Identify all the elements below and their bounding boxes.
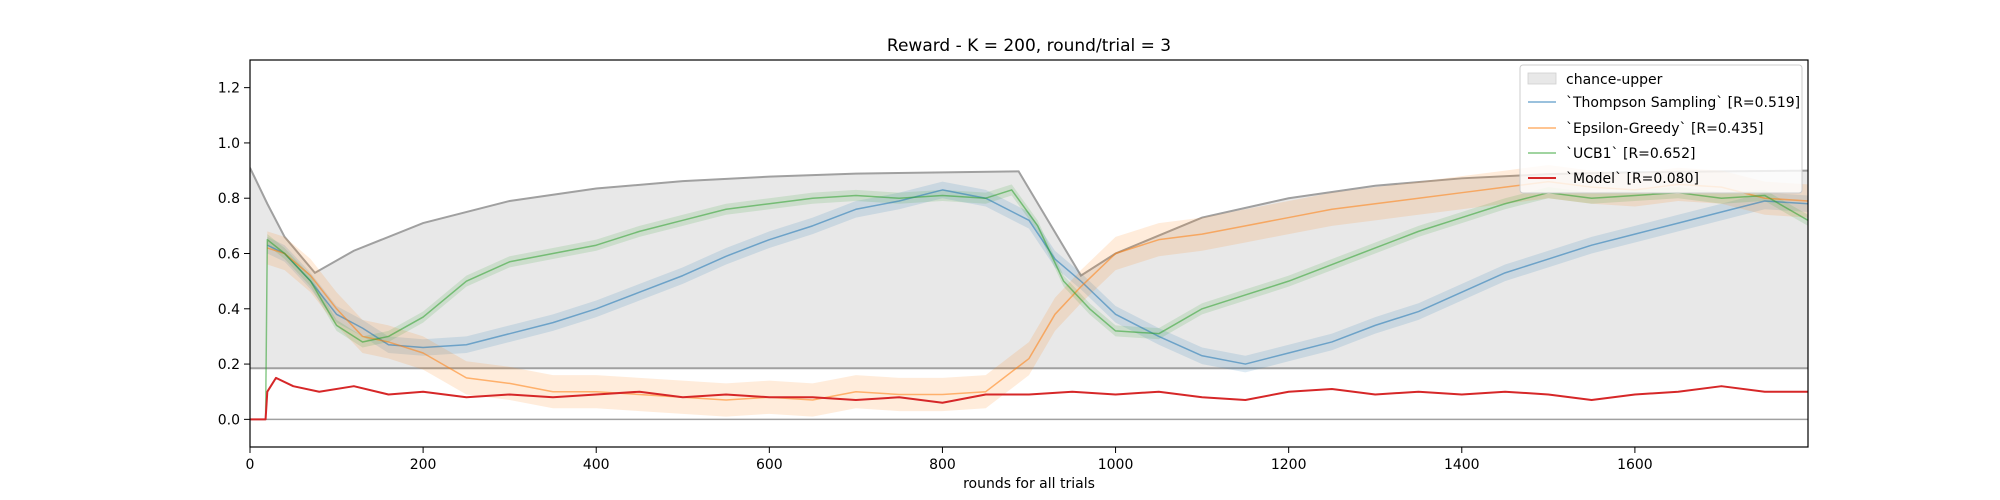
chance-upper-edge	[250, 167, 1808, 278]
y-tick-label: 0.8	[218, 191, 240, 207]
legend-swatch-chance-upper	[1527, 72, 1557, 85]
y-tick-label: 1.2	[218, 81, 240, 97]
legend-label-ucb1: `UCB1` [R=0.652]	[1566, 146, 1695, 162]
legend: chance-upper `Thompson Sampling` [R=0.519…	[1519, 64, 1803, 194]
y-tick-label: 0.2	[218, 357, 240, 373]
plot-area: 0 200 400 600 800 1000 1200 1400 1600 0.0 0.2 0.4 0.…	[218, 59, 1809, 473]
x-axis-label: rounds for all trials	[963, 476, 1095, 492]
chance-upper-band	[250, 167, 1808, 369]
y-tick-label: 1.0	[218, 136, 240, 152]
y-tick-label: 0.0	[218, 412, 240, 428]
x-tick-label: 200	[410, 457, 437, 473]
ucb1-line	[264, 189, 1808, 420]
plot-inner	[250, 165, 1808, 425]
x-tick-label: 600	[756, 457, 783, 473]
x-tick-label: 400	[583, 457, 610, 473]
legend-label-thompson-sampling: `Thompson Sampling` [R=0.519]	[1566, 95, 1800, 111]
y-tick-label: 0.4	[218, 302, 240, 318]
x-tick-label: 800	[929, 457, 956, 473]
x-tick-label: 0	[246, 457, 255, 473]
thompson-sampling-line	[266, 189, 1808, 365]
legend-label-chance-upper: chance-upper	[1566, 72, 1663, 88]
x-tick-label: 1000	[1098, 457, 1134, 473]
legend-label-epsilon-greedy: `Epsilon-Greedy` [R=0.435]	[1566, 121, 1763, 137]
chart-title: Reward - K = 200, round/trial = 3	[887, 36, 1171, 56]
x-tick-label: 1200	[1271, 457, 1307, 473]
thompson-sampling-band	[267, 181, 1808, 373]
x-tick-label: 1600	[1617, 457, 1653, 473]
x-tick-label: 1400	[1444, 457, 1480, 473]
legend-label-model: `Model` [R=0.080]	[1566, 171, 1699, 187]
y-tick-label: 0.6	[218, 247, 240, 263]
legend-box	[1519, 64, 1803, 194]
model-line	[250, 376, 1808, 421]
